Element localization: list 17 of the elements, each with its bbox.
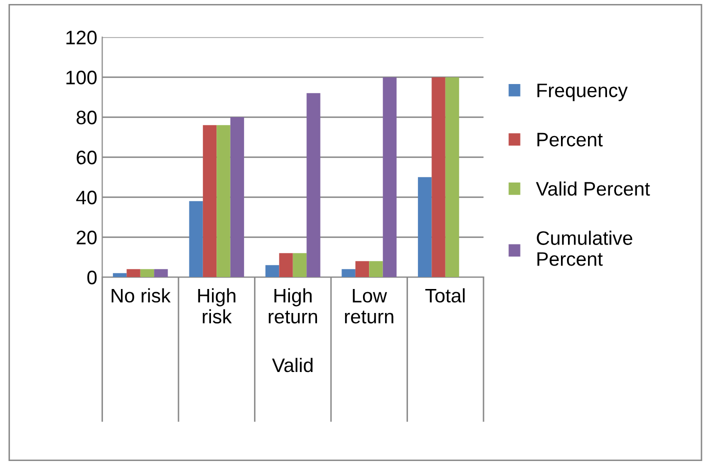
x-tick-label: No risk — [112, 288, 171, 303]
y-tick-label: 80 — [76, 110, 97, 124]
legend-label: Frequency — [537, 84, 628, 102]
y-tick-label: 60 — [76, 150, 97, 164]
x-axis-title: Valid — [272, 358, 313, 372]
legend-label: Valid Percent — [536, 181, 650, 196]
y-tick-label: 100 — [66, 70, 97, 84]
y-tick-label: 20 — [76, 230, 97, 244]
x-tick-label: Low return — [345, 288, 394, 324]
y-tick-label: 120 — [66, 30, 97, 44]
y-tick-label: 0 — [87, 270, 97, 284]
x-tick-label: Total — [425, 288, 465, 303]
legend-label: Cumulative Percent — [536, 230, 632, 266]
legend-label: Percent — [537, 132, 603, 146]
y-tick-label: 40 — [76, 190, 97, 204]
x-tick-label: High risk — [198, 288, 236, 324]
x-tick-label: High return — [268, 288, 318, 324]
